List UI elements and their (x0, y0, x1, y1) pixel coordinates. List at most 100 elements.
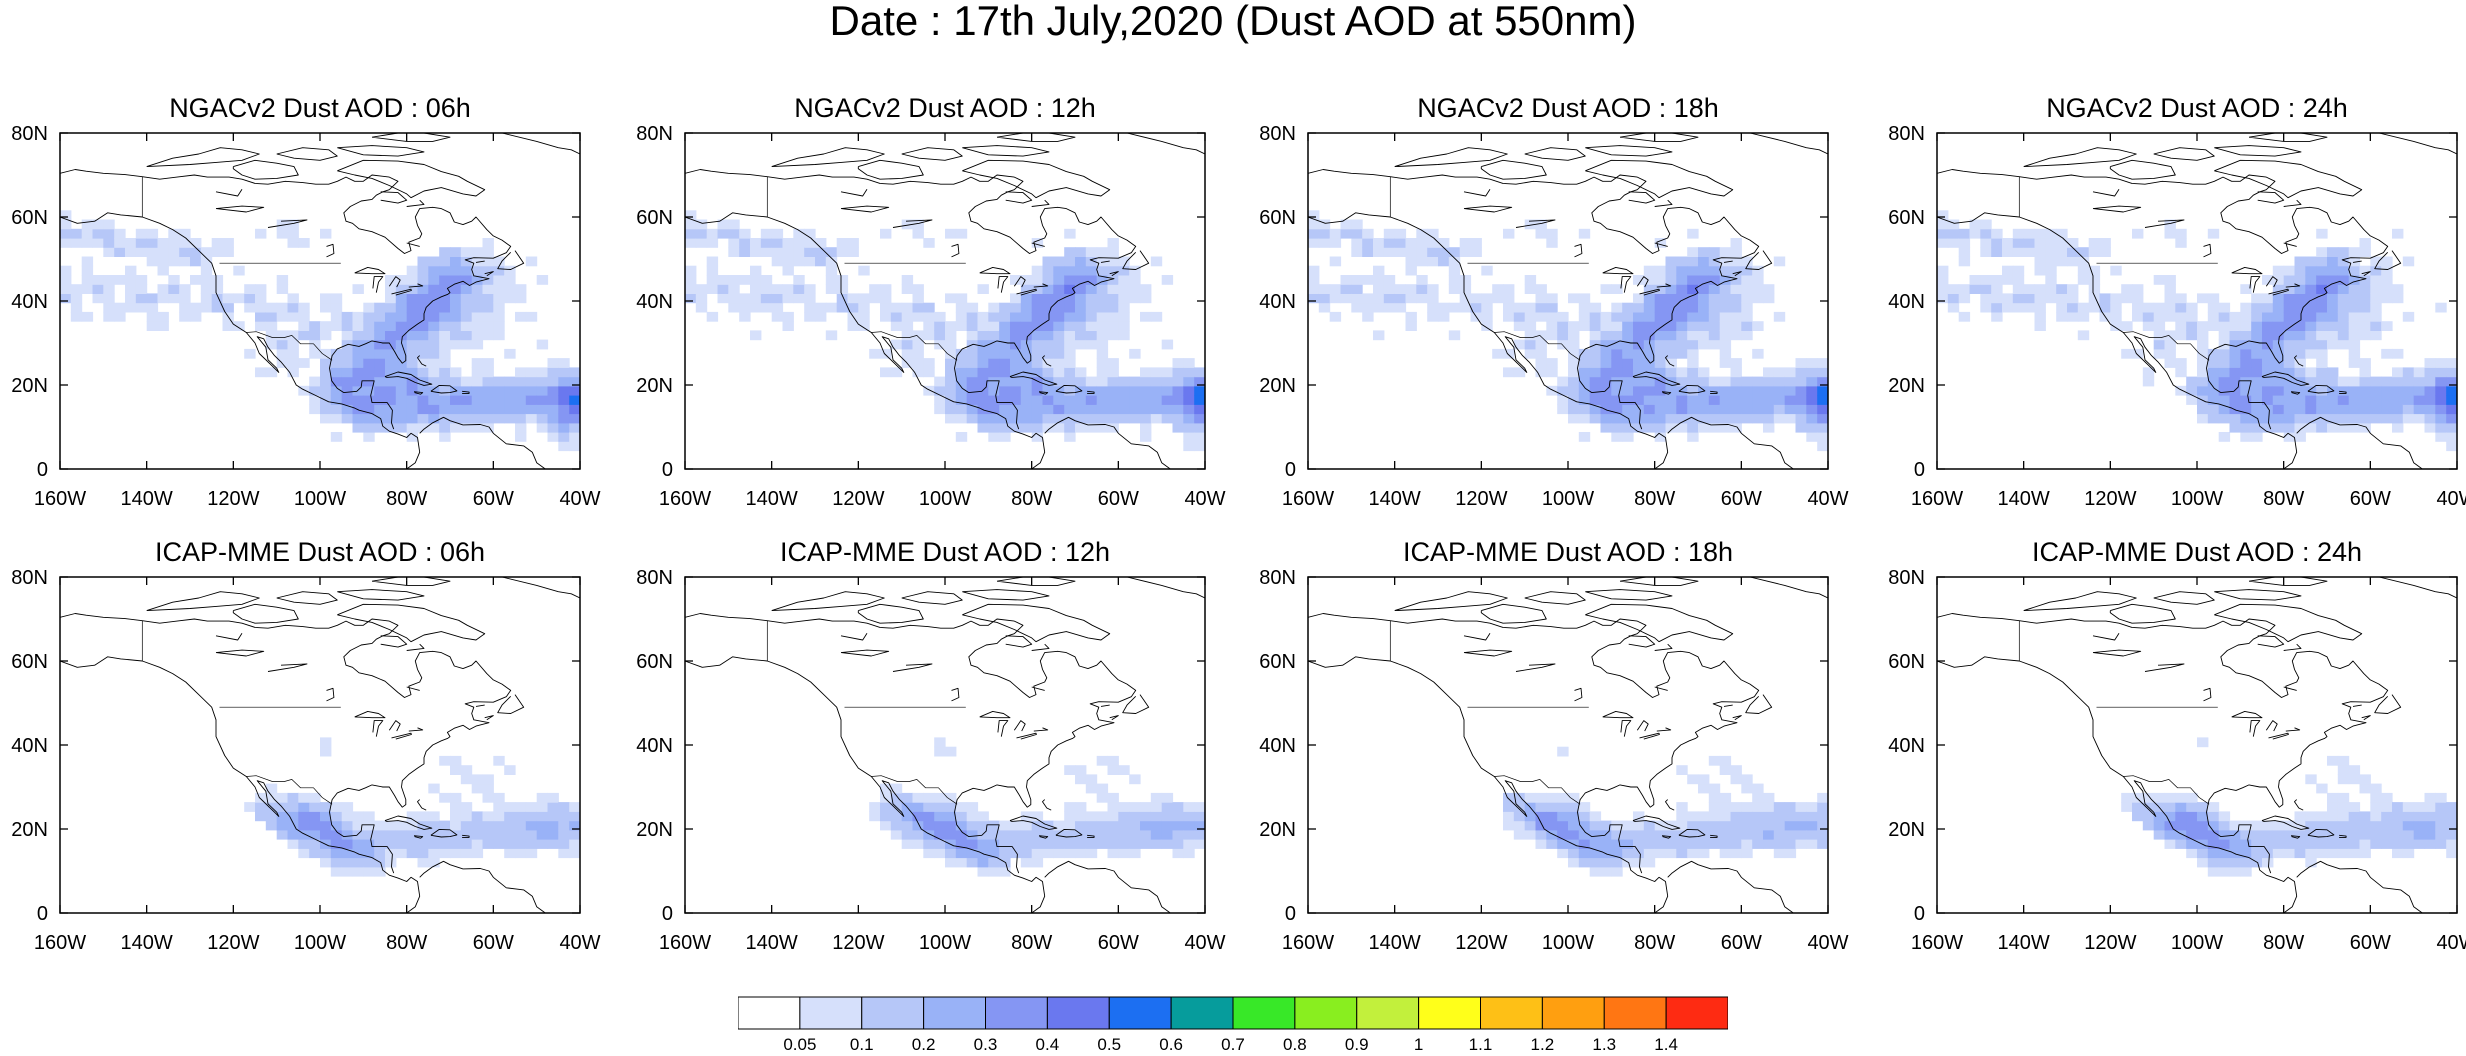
x-tick-label: 40W (559, 488, 600, 510)
colorbar-swatch (1480, 996, 1543, 1030)
x-tick-label: 160W (1911, 488, 1963, 510)
y-tick-label: 20N (1259, 375, 1296, 397)
country-borders (2018, 620, 2218, 805)
x-tick-label: 40W (1807, 488, 1848, 510)
x-tick-label: 160W (34, 488, 86, 510)
figure-title: Date : 17th July,2020 (Dust AOD at 550nm… (829, 0, 1637, 44)
colorbar-label: 0.7 (1221, 1035, 1245, 1054)
y-tick-label: 80N (11, 123, 48, 145)
x-tick-label: 60W (1098, 488, 1139, 510)
y-tick-label: 80N (1888, 567, 1925, 589)
map-canvas: 160W 140W 120W 100W 80W 60W 40W 0 20N 40N 60N 80N (11, 567, 600, 954)
country-borders (141, 176, 341, 361)
y-tick-label: 20N (636, 375, 673, 397)
y-tick-label: 60N (1888, 207, 1925, 229)
coastlines (685, 577, 1205, 913)
y-tick-label: 20N (11, 375, 48, 397)
x-tick-label: 160W (1282, 488, 1334, 510)
x-tick-label: 140W (121, 488, 173, 510)
y-tick-label: 0 (1914, 903, 1925, 925)
y-tick-label: 80N (1888, 123, 1925, 145)
panel-title: NGACv2 Dust AOD : 18h (1417, 93, 1719, 123)
x-tick-label: 120W (207, 932, 259, 954)
aod-colorbar (738, 996, 1728, 1030)
x-tick-label: 80W (1011, 932, 1052, 954)
colorbar-label: 0.4 (1035, 1035, 1060, 1054)
x-tick-label: 100W (919, 932, 971, 954)
panel-title: NGACv2 Dust AOD : 12h (794, 93, 1096, 123)
colorbar-swatch (1294, 996, 1358, 1030)
dust-aod-shading (869, 737, 1205, 877)
y-tick-label: 0 (662, 903, 673, 925)
y-tick-label: 80N (1259, 123, 1296, 145)
colorbar-swatch (1541, 996, 1605, 1030)
x-tick-label: 80W (386, 932, 427, 954)
coastlines (60, 133, 580, 469)
y-tick-label: 60N (11, 651, 48, 673)
y-tick-label: 40N (11, 735, 48, 757)
x-tick-label: 140W (1998, 488, 2050, 510)
x-tick-label: 120W (832, 932, 884, 954)
colorbar-label: 1.3 (1592, 1035, 1617, 1054)
panel-title: NGACv2 Dust AOD : 24h (2046, 93, 2348, 123)
y-tick-label: 40N (1259, 291, 1296, 313)
map-canvas: 160W 140W 120W 100W 80W 60W 40W 0 20N 40N 60N 80N (11, 123, 600, 510)
x-tick-label: 120W (207, 488, 259, 510)
x-tick-label: 120W (832, 488, 884, 510)
y-tick-label: 80N (636, 123, 673, 145)
x-tick-label: 40W (1184, 932, 1225, 954)
map-panel-icap-24h: ICAP-MME Dust AOD : 24h 160W 140W 120W 100W… (1888, 537, 2466, 954)
map-panel-icap-06h: ICAP-MME Dust AOD : 06h 160W 140W 120W 100W… (11, 537, 600, 954)
colorbar-label: 0.05 (783, 1035, 817, 1054)
panel-title: NGACv2 Dust AOD : 06h (169, 93, 471, 123)
x-tick-label: 40W (2436, 932, 2466, 954)
colorbar-label: 1.4 (1654, 1035, 1678, 1054)
x-tick-label: 120W (1455, 932, 1507, 954)
colorbar-swatch (1603, 996, 1667, 1030)
map-canvas: 160W 140W 120W 100W 80W 60W 40W 0 20N 40N 60N 80N (636, 123, 1225, 510)
y-tick-label: 0 (37, 903, 48, 925)
x-tick-label: 40W (1184, 488, 1225, 510)
x-tick-label: 120W (1455, 488, 1507, 510)
coastlines (60, 577, 580, 913)
country-borders (1389, 620, 1589, 805)
dust-aod-shading (60, 210, 580, 452)
x-tick-label: 60W (1098, 932, 1139, 954)
y-tick-label: 60N (1259, 207, 1296, 229)
x-tick-label: 100W (2171, 488, 2223, 510)
x-tick-label: 120W (2084, 932, 2136, 954)
y-tick-label: 0 (1285, 459, 1296, 481)
colorbar-swatch (1232, 996, 1296, 1030)
x-tick-label: 60W (473, 932, 514, 954)
x-tick-label: 160W (659, 932, 711, 954)
y-tick-label: 0 (662, 459, 673, 481)
country-borders (1389, 176, 1589, 361)
colorbar-swatch (861, 996, 925, 1030)
panel-title: ICAP-MME Dust AOD : 24h (2031, 537, 2363, 567)
y-tick-label: 40N (636, 291, 673, 313)
coastlines (685, 133, 1205, 469)
y-tick-label: 40N (1888, 735, 1925, 757)
x-tick-label: 60W (1721, 932, 1762, 954)
x-tick-label: 160W (659, 488, 711, 510)
colorbar-swatch (738, 996, 801, 1030)
x-tick-label: 100W (919, 488, 971, 510)
colorbar-swatch (1356, 996, 1420, 1030)
map-panel-icap-12h: ICAP-MME Dust AOD : 12h 160W 140W 120W 100W… (636, 537, 1225, 954)
colorbar-label: 1.2 (1530, 1035, 1555, 1054)
colorbar-swatch (1170, 996, 1234, 1030)
y-tick-label: 0 (1285, 903, 1296, 925)
x-tick-label: 60W (473, 488, 514, 510)
dust-aod-shading (1937, 210, 2457, 452)
map-panel-ngac-12h: NGACv2 Dust AOD : 12h 160W 140W 120W 100W 80… (636, 93, 1225, 510)
map-canvas: 160W 140W 120W 100W 80W 60W 40W 0 20N 40N 60N 80N (1888, 123, 2466, 510)
x-tick-label: 40W (2436, 488, 2466, 510)
y-tick-label: 80N (1259, 567, 1296, 589)
colorbar-label: 0.2 (911, 1035, 936, 1054)
dust-aod-shading (244, 737, 580, 877)
x-tick-label: 80W (1634, 488, 1675, 510)
x-tick-label: 60W (1721, 488, 1762, 510)
y-tick-label: 0 (37, 459, 48, 481)
colorbar-swatch (985, 996, 1048, 1030)
x-tick-label: 140W (746, 488, 798, 510)
